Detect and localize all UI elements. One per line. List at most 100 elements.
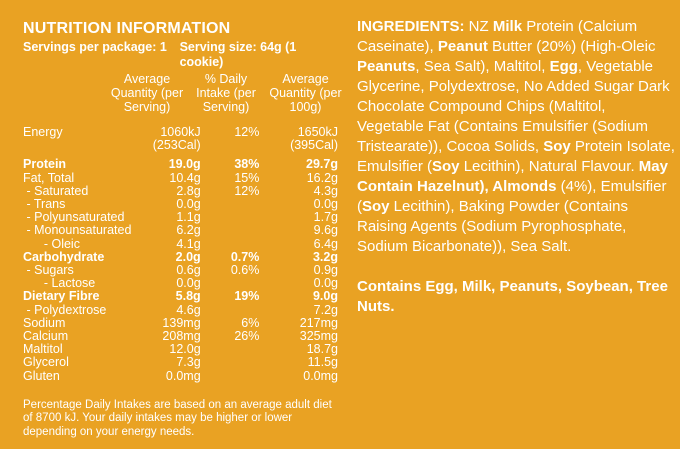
avg-per-100g-value: 1650kJ: [297, 125, 338, 139]
avg-per-100g: 325mg: [259, 329, 338, 344]
avg-per-100g: 3.2g: [259, 249, 338, 264]
avg-per-serving-value: 0.0g: [176, 197, 201, 212]
nutrient-name-value: Sodium: [23, 315, 66, 330]
table-row: Calcium 208mg 26% 325mg: [23, 329, 338, 344]
avg-per-100g-value: 0.0g: [313, 197, 338, 212]
daily-intake-percent: 19%: [201, 289, 260, 304]
daily-intake-percent: 12%: [201, 183, 260, 198]
avg-per-serving: 1060kJ (253Cal): [131, 125, 201, 153]
ingredient-segment: Protein (Calcium Caseinate),: [357, 18, 638, 55]
avg-per-100g-value: 217mg: [299, 315, 338, 330]
avg-per-100g-value: 9.0g: [312, 289, 338, 304]
nutrient-name-value: Fat, Total: [23, 170, 75, 185]
table-row: - Saturated 2.8g 12% 4.3g: [23, 183, 338, 198]
ingredient-segment: Lecithin), Baking Powder (Contains Raisi…: [357, 198, 628, 255]
nutrient-name: - Sugars: [23, 263, 131, 277]
ingredient-segment: , Vegetable Glycerine, Polydextrose, No …: [357, 58, 670, 155]
daily-intake-percent-value: 6%: [241, 315, 260, 330]
nutrient-name-value: Gluten: [23, 368, 60, 383]
avg-per-serving: 2.8g: [131, 183, 201, 198]
avg-per-serving: 208mg: [131, 329, 200, 343]
ingredient-bold-segment: May Contain Hazelnut), Almonds: [357, 158, 668, 195]
avg-per-serving: 5.8g: [131, 290, 201, 303]
avg-per-serving-value: 10.4g: [169, 170, 201, 185]
nutrient-name: Energy: [23, 125, 131, 152]
daily-intake-percent: [201, 356, 260, 369]
nutrient-name: - Monounsaturated: [23, 224, 131, 237]
avg-per-serving-value: 1060kJ: [160, 125, 201, 139]
nutrition-panel: NUTRITION INFORMATION Servings per packa…: [23, 20, 342, 439]
avg-per-serving-value: 0.6g: [176, 263, 201, 278]
avg-per-100g-value: 0.9g: [313, 263, 338, 278]
col-header-avg-serving: Average Quantity (per Serving): [110, 72, 184, 114]
daily-intake-percent: 6%: [201, 315, 260, 330]
ingredient-segment: (4%), Emulsifier (: [357, 178, 667, 215]
avg-per-100g-value: 6.4g: [313, 236, 338, 251]
avg-per-serving-value: 0.0g: [176, 276, 201, 291]
avg-per-100g: 0.9g: [259, 263, 338, 278]
daily-intake-percent-value: 19%: [234, 289, 260, 304]
nutrient-name-value: - Polydextrose: [23, 302, 107, 317]
table-row: Dietary Fibre 5.8g 19% 9.0g: [23, 290, 338, 303]
table-row: Carbohydrate 2.0g 0.7% 3.2g: [23, 249, 338, 264]
daily-intake-percent: 12%: [201, 125, 260, 152]
nutrient-name-value: Calcium: [23, 329, 69, 344]
table-row: - Trans 0.0g 0.0g: [23, 197, 338, 212]
serving-info: Servings per package: 1 Serving size: 64…: [23, 40, 338, 70]
daily-intake-percent-value: 26%: [234, 329, 260, 344]
table-row: - Oleic 4.1g 6.4g: [23, 236, 338, 251]
nutrient-name-value: Dietary Fibre: [23, 289, 100, 304]
nutrient-name-value: Carbohydrate: [23, 249, 105, 264]
avg-per-100g-value: 18.7g: [306, 342, 338, 357]
ingredient-segment: NZ: [464, 18, 493, 35]
nutrient-name-value: Maltitol: [23, 342, 63, 357]
avg-per-serving: 0.0g: [131, 277, 200, 290]
avg-per-100g: 18.7g: [259, 343, 338, 356]
col-header-daily-intake: % Daily Intake (per Serving): [196, 72, 256, 114]
avg-per-serving: 1.1g: [131, 211, 200, 224]
ingredient-segment: Lecithin), Natural Flavour.: [459, 158, 639, 175]
avg-per-100g-value: 325mg: [299, 329, 338, 344]
nutrient-name: Fat, Total: [23, 170, 131, 185]
daily-intake-percent: [201, 370, 260, 383]
ingredient-segment: , Sea Salt), Maltitol,: [415, 58, 550, 75]
nutrient-name: Glycerol: [23, 356, 131, 369]
avg-per-100g-value: 7.2g: [313, 302, 338, 317]
avg-per-100g: 11.5g: [259, 356, 338, 369]
table-row: Sodium 139mg 6% 217mg: [23, 315, 338, 330]
daily-intake-footnote: Percentage Daily Intakes are based on an…: [23, 398, 332, 438]
nutrient-name-value: - Lactose: [23, 276, 96, 291]
ingredient-bold-segment: Peanuts: [357, 58, 416, 75]
avg-per-100g-value: 0.0mg: [303, 368, 338, 383]
avg-per-100g-secondary-value: (395Cal): [290, 138, 338, 153]
avg-per-100g-value: 3.2g: [312, 249, 338, 264]
daily-intake-percent-value: 12%: [234, 125, 260, 139]
table-row: Fat, Total 10.4g 15% 16.2g: [23, 170, 338, 185]
avg-per-100g: 16.2g: [259, 170, 338, 185]
nutrient-name: - Lactose: [23, 277, 131, 290]
avg-per-serving: 12.0g: [131, 343, 200, 356]
nutrient-name: Sodium: [23, 315, 131, 330]
avg-per-serving: 139mg: [131, 316, 200, 330]
avg-per-serving-secondary-value: (253Cal): [152, 138, 201, 153]
ingredient-bold-segment: Peanut: [437, 38, 488, 55]
avg-per-serving-value: 2.8g: [176, 183, 201, 198]
ingredient-segment: Butter (20%) (High-Oleic: [487, 38, 656, 55]
ingredient-bold-segment: Milk: [492, 18, 523, 35]
avg-per-serving-value: 6.2g: [176, 223, 201, 238]
avg-per-serving: 4.6g: [131, 303, 200, 317]
avg-per-100g-value: 11.5g: [307, 355, 338, 370]
table-row: - Lactose 0.0g 0.0g: [23, 277, 338, 290]
nutrient-name-value: Protein: [23, 157, 67, 172]
avg-per-100g: 0.0g: [259, 277, 338, 290]
nutrient-name: - Saturated: [23, 184, 131, 198]
avg-per-serving: 0.0mg: [131, 369, 201, 383]
nutrient-name: Dietary Fibre: [23, 290, 131, 303]
avg-per-100g-value: 16.2g: [306, 170, 338, 185]
daily-intake-percent-value: 12%: [234, 183, 260, 198]
avg-per-100g: 6.4g: [259, 236, 338, 251]
nutrient-name-value: - Monounsaturated: [23, 223, 132, 238]
nutrient-name: Protein: [23, 152, 131, 171]
daily-intake-percent: 15%: [201, 171, 259, 185]
ingredients-text: INGREDIENTS: NZ Milk Protein (Calcium Ca…: [357, 17, 675, 257]
